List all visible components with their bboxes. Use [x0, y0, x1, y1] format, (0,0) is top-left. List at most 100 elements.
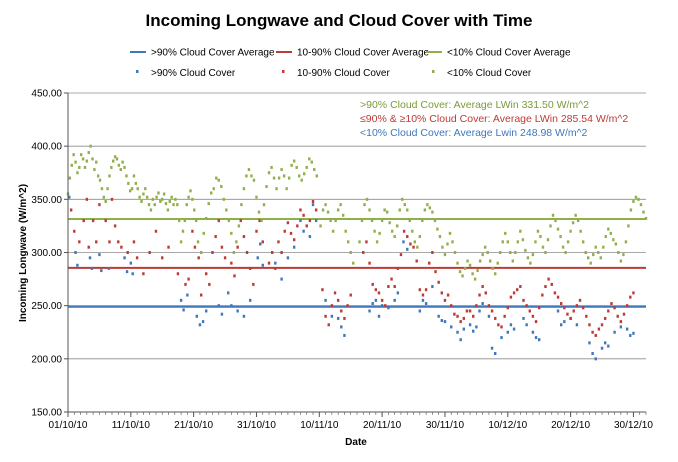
point-high	[531, 253, 535, 257]
point-mid	[462, 316, 466, 320]
point-low	[230, 304, 233, 308]
point-high	[428, 206, 432, 210]
point-mid	[544, 285, 547, 289]
legend-avg-mid: 10-90% Cloud Cover Average	[297, 48, 430, 59]
point-high	[207, 202, 210, 206]
point-high	[473, 277, 477, 281]
point-high	[265, 185, 268, 189]
point-low	[396, 291, 400, 295]
point-low	[490, 346, 494, 350]
point-high	[191, 197, 194, 201]
point-mid	[607, 309, 610, 313]
point-mid	[569, 316, 572, 320]
point-low	[531, 330, 535, 334]
point-high	[380, 219, 384, 223]
point-mid	[412, 245, 415, 249]
point-mid	[208, 282, 211, 286]
point-high	[277, 176, 281, 180]
point-high	[378, 231, 381, 235]
x-axis-label: Date	[345, 437, 367, 448]
point-low	[248, 298, 252, 302]
point-high	[326, 210, 330, 214]
point-mid	[286, 221, 290, 225]
point-high	[81, 157, 85, 161]
point-high	[166, 208, 170, 212]
point-high	[566, 240, 570, 244]
point-low	[74, 251, 77, 254]
point-high	[128, 189, 132, 193]
point-high	[448, 231, 452, 235]
point-high	[642, 210, 645, 214]
point-high	[215, 176, 218, 180]
point-high	[519, 229, 522, 233]
point-high	[140, 199, 143, 203]
point-high	[123, 165, 126, 169]
point-high	[468, 263, 472, 267]
point-high	[506, 240, 509, 244]
point-mid	[252, 282, 255, 286]
point-low	[406, 247, 409, 251]
point-high	[174, 197, 177, 201]
point-high	[521, 238, 525, 242]
point-high	[210, 191, 213, 195]
point-low	[591, 352, 594, 356]
point-low	[129, 261, 133, 265]
point-low	[556, 309, 560, 313]
point-low	[450, 325, 453, 329]
point-low	[440, 319, 444, 323]
point-high	[383, 208, 386, 212]
point-low	[236, 309, 239, 313]
point-mid	[465, 309, 469, 313]
legend-pts-high: >90% Cloud Cover	[151, 68, 236, 79]
point-high	[112, 159, 115, 163]
point-mid	[459, 320, 462, 324]
x-tick-label: 20/12/10	[551, 420, 590, 431]
point-high	[147, 203, 151, 207]
point-mid	[117, 240, 120, 244]
point-high	[74, 160, 77, 164]
point-low	[506, 330, 509, 334]
data-points	[66, 144, 648, 361]
point-mid	[456, 314, 459, 318]
point-high	[363, 203, 366, 207]
point-high	[483, 245, 487, 249]
point-mid	[302, 213, 305, 217]
point-mid	[340, 309, 343, 313]
point-high	[240, 203, 243, 207]
point-low	[472, 329, 475, 333]
point-high	[411, 229, 414, 233]
point-high	[458, 270, 462, 274]
point-high	[275, 187, 278, 191]
point-low	[534, 336, 538, 340]
point-mid	[509, 295, 513, 299]
legend-pts-mid: 10-90% Cloud Cover	[297, 68, 390, 79]
point-mid	[600, 323, 604, 327]
point-low	[308, 235, 312, 239]
point-mid	[220, 245, 224, 249]
point-high	[614, 242, 618, 246]
point-mid	[421, 293, 425, 297]
point-high	[488, 259, 492, 263]
point-high	[235, 240, 238, 244]
y-axis-label: Incoming Longwave (W/m^2)	[18, 184, 29, 322]
point-high	[130, 187, 134, 191]
point-low	[629, 333, 632, 337]
point-mid	[135, 256, 139, 260]
point-high	[280, 168, 283, 172]
point-mid	[519, 285, 522, 289]
point-high	[290, 163, 293, 167]
point-mid	[588, 323, 591, 327]
point-mid	[258, 219, 261, 223]
point-mid	[193, 245, 197, 249]
point-high	[272, 176, 276, 180]
point-mid	[450, 304, 453, 308]
x-tick-label: 01/10/10	[49, 420, 88, 431]
point-low	[340, 325, 343, 329]
point-mid	[362, 251, 365, 254]
point-mid	[197, 256, 200, 260]
point-low	[387, 306, 390, 310]
point-low	[242, 314, 246, 318]
point-high	[87, 151, 90, 155]
point-high	[110, 165, 113, 169]
legend-pts-low: <10% Cloud Cover	[447, 68, 532, 79]
